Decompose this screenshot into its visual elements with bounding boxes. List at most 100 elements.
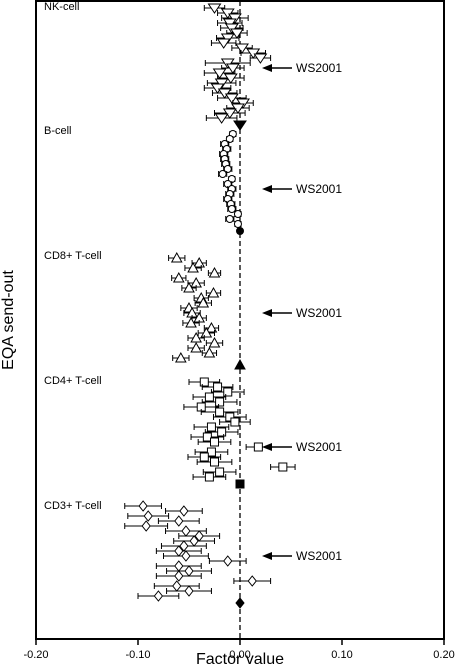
data-point [215, 407, 225, 417]
data-point [202, 432, 212, 442]
data-point [199, 377, 209, 387]
annotation-arrowhead [262, 309, 272, 317]
data-point [183, 281, 195, 293]
data-point [207, 3, 222, 14]
reference-marker [235, 479, 245, 489]
data-point [172, 580, 182, 592]
data-point [185, 316, 197, 328]
group-0: NK-cell WS2001 [44, 1, 342, 131]
data-point [187, 261, 199, 273]
annotation-arrowhead [262, 443, 272, 451]
data-point [210, 457, 219, 467]
x-axis-label: Factor value [196, 651, 284, 668]
data-point [197, 296, 210, 308]
group-2: CD8+ T-cell WS2001 [44, 250, 342, 370]
data-point [253, 442, 263, 452]
data-point [141, 520, 151, 532]
data-point [233, 220, 242, 228]
data-point [174, 560, 184, 572]
data-point [224, 93, 239, 104]
data-point [181, 550, 191, 562]
data-point [225, 215, 234, 223]
data-point [230, 417, 240, 427]
group-4: CD3+ T-cell WS2001 [44, 500, 342, 609]
data-point [225, 412, 235, 422]
data-point [213, 382, 223, 392]
x-tick-label: 0.20 [433, 649, 454, 661]
annotation-arrowhead [262, 185, 272, 193]
data-point [218, 170, 227, 178]
data-point [278, 462, 288, 472]
annotation-label: WS2001 [296, 549, 342, 563]
annotation-arrowhead [262, 64, 272, 72]
data-point [215, 397, 225, 407]
data-point [207, 286, 220, 298]
data-point [170, 251, 183, 263]
data-point [223, 387, 233, 397]
data-point [174, 570, 184, 582]
data-point [225, 135, 234, 143]
y-axis-label: EQA send-out [0, 270, 17, 370]
annotation-arrowhead [262, 552, 272, 560]
x-tick-label: -0.10 [125, 649, 150, 661]
data-point [208, 336, 221, 348]
data-point [227, 205, 236, 213]
group-1: B-cell WS2001 [44, 125, 342, 235]
data-point [200, 326, 213, 338]
group-label: NK-cell [44, 1, 79, 13]
chart-marks: NK-cell WS2001 B-cell WS2001 CD8+ T-cell WS20… [44, 1, 342, 639]
group-label: CD4+ T-cell [44, 375, 102, 387]
data-point [216, 38, 231, 49]
data-point [247, 575, 257, 587]
x-tick-label: -0.20 [23, 649, 48, 661]
plot-frame [35, 0, 445, 640]
reference-marker [236, 227, 244, 235]
data-point [204, 392, 214, 402]
group-label: CD8+ T-cell [44, 250, 102, 262]
annotation-label: WS2001 [296, 182, 342, 196]
reference-marker [235, 597, 245, 609]
x-tick-label: 0.10 [331, 649, 352, 661]
data-point [153, 590, 164, 602]
data-point [208, 266, 221, 278]
group-label: B-cell [44, 125, 72, 137]
annotation-label: WS2001 [296, 440, 342, 454]
x-tick-label: 0.00 [229, 649, 250, 661]
annotation-label: WS2001 [296, 61, 342, 75]
reference-marker [234, 358, 246, 370]
data-point [205, 321, 218, 333]
data-point [199, 452, 209, 462]
data-point [193, 256, 206, 268]
data-point [174, 515, 184, 527]
data-point [223, 165, 232, 173]
data-point [225, 63, 240, 74]
data-point [203, 346, 216, 358]
data-point [143, 510, 153, 522]
data-point [215, 467, 225, 477]
data-point [206, 447, 216, 457]
data-point [179, 505, 189, 517]
data-point [174, 351, 187, 363]
data-point [184, 585, 194, 597]
data-point [138, 500, 148, 512]
data-point [223, 555, 233, 567]
annotation-label: WS2001 [296, 306, 342, 320]
data-point [235, 43, 249, 54]
data-point [210, 437, 219, 447]
x-ticks: -0.20 -0.10 0.00 0.10 0.20 [23, 639, 455, 661]
data-point [214, 113, 229, 124]
group-3: CD4+ T-cell WS2001 [44, 375, 342, 489]
data-point [206, 422, 216, 432]
data-point [181, 525, 191, 537]
data-point [184, 565, 194, 577]
data-point [233, 210, 242, 218]
data-point [172, 271, 185, 283]
data-point [217, 427, 227, 437]
data-point [212, 68, 227, 79]
reference-marker [233, 120, 247, 131]
data-point [204, 472, 214, 482]
data-point [190, 341, 202, 353]
group-label: CD3+ T-cell [44, 500, 102, 512]
data-point [253, 53, 268, 64]
